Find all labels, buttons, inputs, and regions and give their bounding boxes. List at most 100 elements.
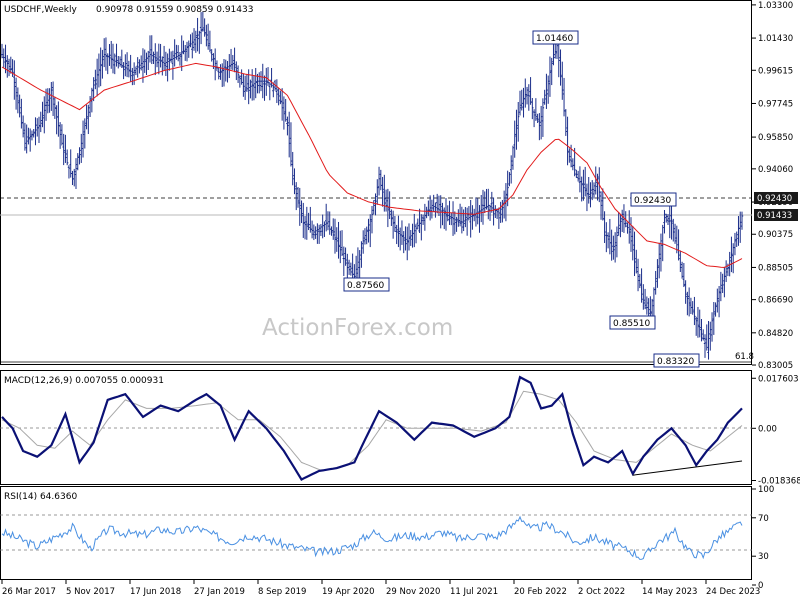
- price-bar: [369, 214, 372, 248]
- price-bar: [108, 44, 111, 66]
- price-bar: [266, 67, 270, 86]
- y-tick-label: 0.017603: [758, 374, 799, 384]
- x-axis: 26 Mar 2017 5 Nov 2017 17 Jun 2018 27 Jan 2…: [1, 580, 760, 597]
- price-bar: [626, 222, 629, 234]
- price-bar: [534, 98, 538, 121]
- price-bar: [425, 206, 428, 219]
- macd-line: [1, 375, 743, 481]
- price-bar: [724, 260, 728, 283]
- price-bar: [280, 88, 284, 121]
- x-tick-label: 27 Jan 2019: [194, 587, 245, 597]
- price-bar: [592, 182, 596, 199]
- price-bar: [376, 179, 379, 205]
- y-tick-label: 0.97745: [758, 99, 793, 109]
- price-bar: [446, 205, 449, 222]
- price-bar: [7, 58, 11, 77]
- price-bar: [81, 120, 85, 158]
- price-bar: [367, 218, 370, 243]
- price-bar: [73, 168, 76, 187]
- price-bar: [330, 226, 333, 236]
- price-bar: [640, 268, 643, 303]
- price-bar: [735, 231, 738, 247]
- price-bar: [515, 109, 518, 150]
- price-bar: [520, 89, 523, 111]
- price-bar: [136, 57, 139, 78]
- price-bar: [34, 117, 37, 146]
- price-bar: [638, 273, 642, 289]
- price-axis: 1.03300 1.01430 0.99615 0.97745 0.95850 0.940…: [752, 1, 793, 371]
- price-bar: [208, 30, 212, 53]
- price-bar: [157, 43, 161, 75]
- price-bar: [235, 61, 238, 81]
- price-bar: [420, 214, 423, 241]
- price-bar: [2, 48, 5, 68]
- price-bar: [199, 12, 203, 45]
- price-bar: [95, 58, 99, 97]
- price-bar: [582, 169, 585, 201]
- price-bar: [168, 48, 171, 71]
- price-title: USDCHF,Weekly: [4, 5, 77, 15]
- price-bar: [700, 318, 703, 342]
- price-bar: [717, 286, 721, 318]
- annotation-low-2021: 0.87560: [343, 277, 390, 292]
- price-bar: [696, 306, 700, 338]
- price-bar: [679, 250, 682, 273]
- price-bar: [346, 253, 349, 280]
- price-bar: [245, 73, 249, 92]
- price-bar: [162, 45, 166, 71]
- y-tick-label: 0.86690: [758, 296, 793, 306]
- price-bar: [443, 207, 446, 230]
- price-bar: [115, 43, 118, 67]
- price-bar: [546, 75, 550, 104]
- price-bar: [141, 48, 145, 83]
- price-bar: [270, 67, 273, 88]
- price-bar: [249, 79, 252, 99]
- price-bar: [455, 216, 458, 232]
- price-bar: [176, 45, 180, 62]
- price-bar: [0, 43, 4, 59]
- watermark: ActionForex.com: [262, 315, 453, 341]
- y-tick-label: 0.00: [758, 424, 777, 434]
- price-bar: [492, 197, 495, 226]
- y-tick-label: 0.84820: [758, 329, 793, 339]
- price-bar: [88, 96, 92, 118]
- svg-text:1.01460: 1.01460: [536, 34, 573, 44]
- price-bar: [409, 229, 412, 246]
- y-tick: 0.00: [752, 424, 777, 434]
- svg-text:0.83320: 0.83320: [657, 357, 694, 367]
- price-bar: [275, 79, 279, 104]
- svg-text:0.92430: 0.92430: [634, 196, 671, 206]
- price-bar: [620, 209, 624, 232]
- price-bar: [134, 66, 138, 76]
- price-bar: [13, 60, 16, 100]
- price-bar: [205, 24, 208, 47]
- price-bar: [337, 221, 340, 259]
- price-bar: [332, 218, 335, 240]
- price-bar: [131, 67, 134, 86]
- moving-average-line: [1, 62, 743, 269]
- price-bar: [670, 202, 673, 240]
- y-tick: 0: [752, 581, 763, 591]
- price-bar: [102, 38, 106, 68]
- price-bar: [657, 242, 661, 279]
- price-bar: [580, 176, 583, 202]
- price-bar: [550, 57, 553, 86]
- rsi-line: [1, 515, 743, 560]
- price-bar: [344, 247, 347, 266]
- y-tick: 100: [752, 485, 774, 495]
- price-bar: [705, 324, 708, 351]
- price-ohlc: 0.90978 0.91559 0.90859 0.91433: [96, 5, 253, 15]
- price-bar: [67, 165, 71, 179]
- price-bar: [499, 201, 502, 223]
- price-bar: [462, 209, 465, 232]
- svg-text:0.91433: 0.91433: [757, 211, 792, 221]
- price-bar: [41, 101, 44, 128]
- price-bar: [568, 148, 571, 163]
- price-bar: [608, 218, 612, 255]
- x-tick-label: 26 Mar 2017: [2, 587, 56, 597]
- price-bar: [659, 233, 663, 272]
- price-bar: [501, 199, 504, 223]
- price-bar: [566, 116, 569, 166]
- price-bar: [361, 230, 365, 254]
- price-bar: [127, 60, 131, 78]
